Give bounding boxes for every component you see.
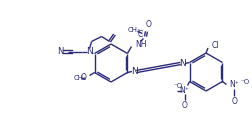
Text: ⁻O: ⁻O	[174, 83, 183, 89]
Text: CH₃: CH₃	[74, 75, 86, 81]
Text: O: O	[81, 73, 86, 82]
Text: N: N	[57, 47, 64, 56]
Text: N: N	[131, 67, 138, 76]
Text: ⁻O: ⁻O	[240, 80, 249, 86]
Text: CH₃: CH₃	[128, 26, 141, 32]
Text: N: N	[86, 47, 93, 56]
Text: Cl: Cl	[212, 40, 219, 50]
Text: O: O	[232, 97, 237, 107]
Text: N⁺: N⁺	[180, 86, 190, 95]
Text: C: C	[138, 30, 143, 39]
Text: O: O	[145, 20, 151, 29]
Text: NH: NH	[136, 40, 147, 49]
Text: N⁺: N⁺	[230, 80, 239, 89]
Text: O: O	[182, 102, 187, 111]
Text: N: N	[179, 59, 186, 68]
